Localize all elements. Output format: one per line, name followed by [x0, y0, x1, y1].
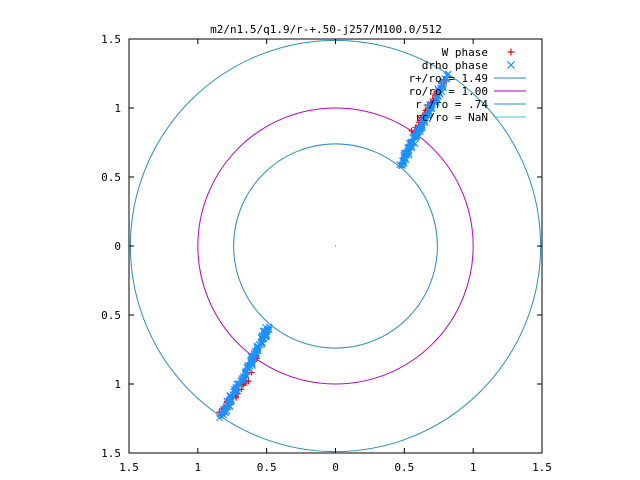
x-tick-label-2: 0.5: [257, 461, 277, 474]
circle-1: [197, 107, 474, 385]
point-1-1-54: [444, 70, 452, 78]
data-points: [216, 70, 452, 422]
y-tick-label-0: 1.5: [101, 33, 121, 46]
point-1-1-18: [426, 109, 434, 117]
x-tick-label-6: 1.5: [532, 461, 552, 474]
x-tick-label-3: 0: [332, 461, 339, 474]
y-tick-label-2: 0.5: [101, 171, 121, 184]
circle-2: [233, 143, 438, 349]
chart-title: m2/n1.5/q1.9/r-+.50-j257/M100.0/512: [210, 23, 442, 36]
legend-label-3: ro/ro = 1.00: [409, 85, 488, 98]
legend-marker-1: [507, 61, 515, 69]
legend-label-1: drho phase: [422, 59, 488, 72]
x-tick-label-4: 0.5: [394, 461, 414, 474]
center-dot: [334, 245, 337, 247]
point-1-1-50: [441, 75, 449, 83]
point-1-3-59: [216, 414, 224, 422]
legend-label-2: r+/ro = 1.49: [409, 72, 488, 85]
y-tick-label-5: 1: [114, 378, 121, 391]
point-1-1-10: [418, 117, 426, 125]
legend-label-0: W phase: [442, 46, 488, 59]
x-tick-label-1: 1: [195, 461, 202, 474]
y-tick-label-3: 0: [114, 240, 121, 253]
point-1-3-12: [241, 368, 249, 376]
x-tick-label-5: 1: [470, 461, 477, 474]
y-tick-label-1: 1: [114, 102, 121, 115]
axis-ticks: 1.5 1 0.5 0 0.5 1 1.51.510.500.511.5: [101, 33, 552, 474]
legend-label-4: r-/ro = .74: [415, 98, 488, 111]
y-tick-label-6: 1.5: [101, 447, 121, 460]
series-1: [216, 70, 452, 422]
legend-label-5: rc/ro = NaN: [415, 111, 488, 124]
point-1-0-8: [399, 159, 407, 167]
x-tick-label-0: 1.5: [119, 461, 139, 474]
y-tick-label-4: 0.5: [101, 309, 121, 322]
point-1-1-40: [438, 88, 446, 96]
point-1-3-43: [223, 397, 231, 405]
legend-marker-0: [507, 48, 515, 56]
